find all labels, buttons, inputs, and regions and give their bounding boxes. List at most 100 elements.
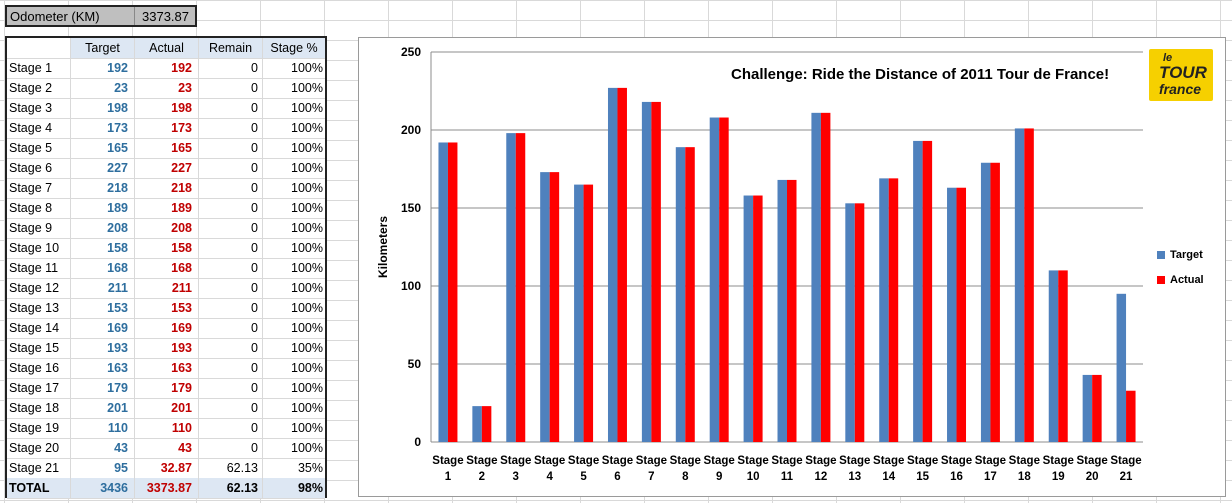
target-cell[interactable]: 169 xyxy=(71,318,135,338)
actual-cell[interactable]: 32.87 xyxy=(135,458,199,478)
stage-name-cell[interactable]: Stage 6 xyxy=(7,158,71,178)
target-cell[interactable]: 189 xyxy=(71,198,135,218)
remain-cell[interactable]: 0 xyxy=(199,258,263,278)
actual-cell[interactable]: 153 xyxy=(135,298,199,318)
remain-cell[interactable]: 0 xyxy=(199,238,263,258)
target-cell[interactable]: 153 xyxy=(71,298,135,318)
remain-cell[interactable]: 0 xyxy=(199,178,263,198)
target-cell[interactable]: 227 xyxy=(71,158,135,178)
stage-percent-cell[interactable]: 100% xyxy=(291,241,323,255)
stage-percent-cell[interactable]: 100% xyxy=(291,421,323,435)
stage-percent-cell[interactable]: 100% xyxy=(291,321,323,335)
stage-percent-cell[interactable]: 100% xyxy=(291,121,323,135)
remain-cell[interactable]: 0 xyxy=(199,278,263,298)
odometer-cell[interactable]: Odometer (KM) 3373.87 xyxy=(5,5,197,27)
actual-cell[interactable]: 211 xyxy=(135,278,199,298)
actual-cell[interactable]: 173 xyxy=(135,118,199,138)
remain-cell[interactable]: 0 xyxy=(199,118,263,138)
column-header[interactable]: Target xyxy=(71,38,135,58)
stage-chart[interactable]: 0 50 100 150 200 250 Kilometers Stage 1 Stage 2 Sta… xyxy=(358,37,1226,497)
stage-name-cell[interactable]: Stage 14 xyxy=(7,318,71,338)
stage-percent-cell[interactable]: 100% xyxy=(291,441,323,455)
total-percent-cell[interactable]: 98% xyxy=(297,481,323,495)
stage-name-cell[interactable]: Stage 4 xyxy=(7,118,71,138)
target-cell[interactable]: 192 xyxy=(71,58,135,78)
actual-cell[interactable]: 201 xyxy=(135,398,199,418)
stage-percent-cell[interactable]: 100% xyxy=(291,261,323,275)
target-cell[interactable]: 218 xyxy=(71,178,135,198)
stage-name-cell[interactable]: Stage 19 xyxy=(7,418,71,438)
stage-name-cell[interactable]: Stage 7 xyxy=(7,178,71,198)
remain-cell[interactable]: 0 xyxy=(199,158,263,178)
target-cell[interactable]: 43 xyxy=(71,438,135,458)
target-cell[interactable]: 201 xyxy=(71,398,135,418)
stage-percent-cell[interactable]: 100% xyxy=(291,101,323,115)
total-target-cell[interactable]: 3436 xyxy=(71,478,135,498)
remain-cell[interactable]: 0 xyxy=(199,418,263,438)
actual-cell[interactable]: 43 xyxy=(135,438,199,458)
remain-cell[interactable]: 0 xyxy=(199,78,263,98)
remain-cell[interactable]: 0 xyxy=(199,398,263,418)
target-cell[interactable]: 173 xyxy=(71,118,135,138)
actual-cell[interactable]: 158 xyxy=(135,238,199,258)
remain-cell[interactable]: 0 xyxy=(199,198,263,218)
column-header[interactable] xyxy=(7,38,71,58)
stage-name-cell[interactable]: Stage 8 xyxy=(7,198,71,218)
actual-cell[interactable]: 179 xyxy=(135,378,199,398)
remain-cell[interactable]: 0 xyxy=(199,318,263,338)
target-cell[interactable]: 110 xyxy=(71,418,135,438)
target-cell[interactable]: 198 xyxy=(71,98,135,118)
target-cell[interactable]: 95 xyxy=(71,458,135,478)
actual-cell[interactable]: 227 xyxy=(135,158,199,178)
actual-cell[interactable]: 163 xyxy=(135,358,199,378)
stage-name-cell[interactable]: Stage 12 xyxy=(7,278,71,298)
stage-percent-cell[interactable]: 100% xyxy=(291,381,323,395)
stage-name-cell[interactable]: Stage 16 xyxy=(7,358,71,378)
remain-cell[interactable]: 62.13 xyxy=(199,458,263,478)
stage-percent-cell[interactable]: 100% xyxy=(291,301,323,315)
remain-cell[interactable]: 0 xyxy=(199,378,263,398)
remain-cell[interactable]: 0 xyxy=(199,218,263,238)
remain-cell[interactable]: 0 xyxy=(199,138,263,158)
actual-cell[interactable]: 218 xyxy=(135,178,199,198)
stage-percent-cell[interactable]: 100% xyxy=(291,401,323,415)
target-cell[interactable]: 165 xyxy=(71,138,135,158)
remain-cell[interactable]: 0 xyxy=(199,58,263,78)
stage-name-cell[interactable]: Stage 11 xyxy=(7,258,71,278)
remain-cell[interactable]: 0 xyxy=(199,358,263,378)
stage-name-cell[interactable]: Stage 21 xyxy=(7,458,71,478)
stage-percent-cell[interactable]: 100% xyxy=(291,141,323,155)
stage-name-cell[interactable]: Stage 15 xyxy=(7,338,71,358)
total-remain-cell[interactable]: 62.13 xyxy=(199,478,263,498)
actual-cell[interactable]: 198 xyxy=(135,98,199,118)
actual-cell[interactable]: 110 xyxy=(135,418,199,438)
target-cell[interactable]: 168 xyxy=(71,258,135,278)
column-header[interactable]: Actual xyxy=(135,38,199,58)
target-cell[interactable]: 193 xyxy=(71,338,135,358)
stage-name-cell[interactable]: Stage 5 xyxy=(7,138,71,158)
stage-name-cell[interactable]: Stage 10 xyxy=(7,238,71,258)
stage-name-cell[interactable]: Stage 1 xyxy=(7,58,71,78)
total-actual-cell[interactable]: 3373.87 xyxy=(135,478,199,498)
stage-name-cell[interactable]: Stage 13 xyxy=(7,298,71,318)
remain-cell[interactable]: 0 xyxy=(199,438,263,458)
actual-cell[interactable]: 208 xyxy=(135,218,199,238)
actual-cell[interactable]: 23 xyxy=(135,78,199,98)
column-header[interactable]: Stage % xyxy=(263,38,325,58)
target-cell[interactable]: 208 xyxy=(71,218,135,238)
actual-cell[interactable]: 165 xyxy=(135,138,199,158)
stage-percent-cell[interactable]: 100% xyxy=(291,361,323,375)
remain-cell[interactable]: 0 xyxy=(199,338,263,358)
stage-name-cell[interactable]: Stage 17 xyxy=(7,378,71,398)
stage-percent-cell[interactable]: 100% xyxy=(291,181,323,195)
stage-percent-cell[interactable]: 100% xyxy=(291,341,323,355)
remain-cell[interactable]: 0 xyxy=(199,98,263,118)
stage-name-cell[interactable]: Stage 2 xyxy=(7,78,71,98)
target-cell[interactable]: 163 xyxy=(71,358,135,378)
stage-percent-cell[interactable]: 100% xyxy=(291,61,323,75)
stage-percent-cell[interactable]: 100% xyxy=(291,161,323,175)
stage-percent-cell[interactable]: 100% xyxy=(291,81,323,95)
target-cell[interactable]: 158 xyxy=(71,238,135,258)
stage-name-cell[interactable]: Stage 3 xyxy=(7,98,71,118)
target-cell[interactable]: 211 xyxy=(71,278,135,298)
